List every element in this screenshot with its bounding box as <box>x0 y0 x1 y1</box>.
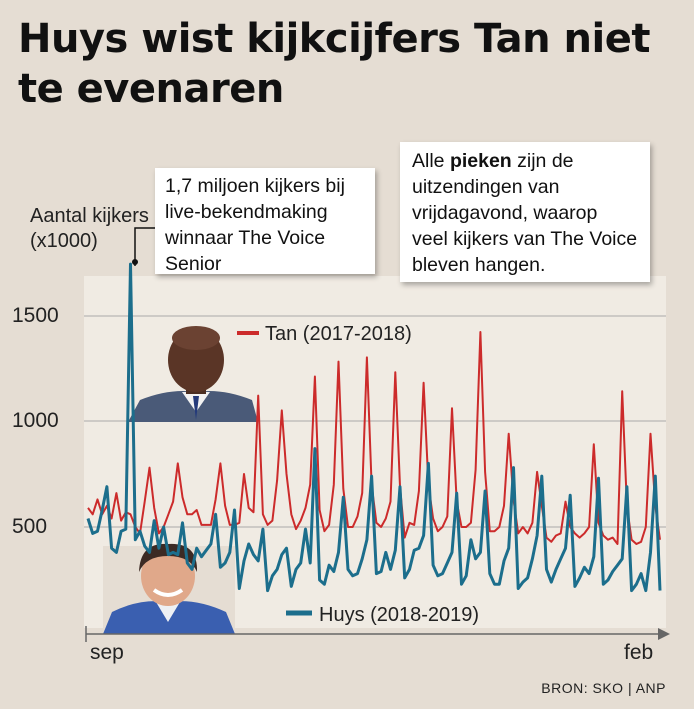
y-axis-label: Aantal kijkers (x1000) <box>30 205 149 252</box>
portrait-tan <box>128 326 258 422</box>
legend-label-tan: Tan (2017-2018) <box>265 323 412 345</box>
source-credit: BRON: SKO | ANP <box>541 680 666 696</box>
peaks-callout-bold: pieken <box>449 150 512 172</box>
callout-pointer <box>134 227 155 266</box>
y-tick-1500: 1500 <box>12 304 59 327</box>
y-tick-1000: 1000 <box>12 409 59 432</box>
peaks-callout: Alle pieken zijn de uitzendingen van vri… <box>400 142 650 282</box>
legend-label-huys: Huys (2018-2019) <box>319 604 479 626</box>
x-tick-sep: sep <box>90 641 124 664</box>
peaks-callout-text-pre: Alle <box>412 150 450 172</box>
peak-callout: 1,7 miljoen kijkers bij live-bekendmakin… <box>155 168 375 275</box>
chart-title: Huys wist kijkcijfers Tan niet te evenar… <box>18 16 651 112</box>
callout-pointer-dot <box>132 259 138 265</box>
y-tick-500: 500 <box>12 515 48 538</box>
x-tick-feb: feb <box>624 641 654 664</box>
x-axis-arrow <box>658 628 670 640</box>
portrait-huys <box>103 543 235 634</box>
series-line-huys <box>86 262 662 593</box>
peaks-callout-text-post: zijn de uitzendingen van vrijdagavond, w… <box>412 150 638 276</box>
